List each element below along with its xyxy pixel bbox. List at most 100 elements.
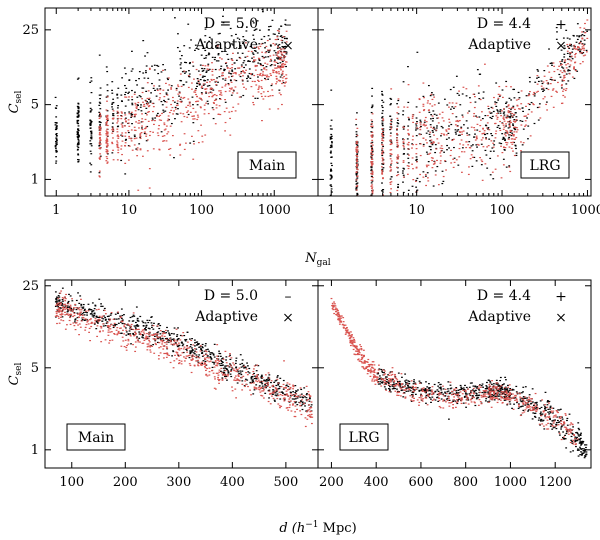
point — [276, 47, 279, 49]
point — [99, 153, 102, 155]
point — [330, 89, 333, 91]
point — [498, 385, 500, 387]
point — [98, 101, 101, 103]
point — [128, 320, 131, 322]
point — [397, 98, 400, 100]
point — [505, 144, 508, 146]
point — [137, 122, 140, 124]
point — [584, 31, 587, 34]
point — [581, 34, 584, 36]
point — [136, 149, 139, 151]
point — [491, 171, 494, 173]
point — [79, 326, 82, 328]
point — [381, 172, 383, 174]
point — [105, 141, 108, 143]
point — [458, 389, 461, 391]
point — [264, 77, 266, 80]
point — [285, 407, 288, 409]
point — [138, 71, 141, 73]
point — [172, 350, 174, 352]
point — [256, 97, 259, 99]
point — [371, 105, 374, 108]
point — [381, 117, 383, 119]
point — [506, 121, 509, 123]
point — [243, 385, 246, 387]
point — [77, 138, 80, 141]
point — [529, 135, 532, 137]
point — [130, 70, 133, 72]
point — [330, 177, 333, 179]
point — [127, 159, 130, 161]
point — [443, 151, 445, 153]
point — [234, 370, 237, 372]
point — [279, 377, 282, 379]
point — [419, 133, 421, 136]
point — [77, 129, 80, 132]
point — [158, 347, 161, 349]
point — [265, 387, 268, 389]
point — [504, 388, 507, 390]
point — [296, 397, 299, 399]
point — [381, 160, 384, 162]
point — [260, 374, 263, 376]
point — [355, 186, 358, 189]
point — [509, 120, 512, 122]
point — [156, 332, 159, 334]
point — [512, 88, 515, 91]
point — [566, 430, 569, 432]
point — [466, 132, 468, 134]
point — [61, 297, 64, 299]
point — [159, 92, 162, 95]
point — [578, 46, 580, 48]
point — [411, 163, 414, 165]
point — [266, 384, 269, 387]
point — [396, 141, 399, 143]
point — [254, 65, 257, 68]
point — [157, 72, 160, 75]
point — [106, 96, 109, 98]
point — [543, 406, 546, 408]
point — [330, 144, 333, 146]
point — [390, 160, 393, 162]
point — [193, 355, 196, 358]
point — [99, 155, 102, 157]
point — [287, 409, 290, 411]
point — [216, 46, 219, 49]
point — [182, 84, 185, 86]
point — [542, 81, 545, 83]
point — [116, 135, 119, 137]
point — [54, 96, 57, 99]
point — [215, 60, 218, 62]
point — [106, 157, 109, 160]
point — [270, 74, 272, 77]
point — [286, 38, 288, 40]
point — [121, 132, 124, 134]
point — [568, 73, 571, 75]
point — [142, 325, 145, 327]
point — [565, 447, 568, 449]
point — [427, 109, 430, 112]
point — [481, 111, 483, 113]
point — [532, 93, 535, 96]
point — [178, 362, 181, 364]
point — [191, 347, 193, 349]
point — [252, 61, 254, 63]
point — [106, 149, 109, 151]
point — [452, 158, 454, 160]
point — [570, 43, 572, 46]
point — [490, 389, 493, 391]
point — [161, 337, 164, 340]
point — [498, 391, 501, 393]
point — [355, 206, 357, 207]
point — [275, 72, 278, 74]
point — [242, 365, 245, 367]
point — [578, 429, 581, 431]
point — [205, 88, 208, 90]
point — [381, 123, 384, 125]
point — [271, 69, 274, 71]
point — [495, 379, 498, 381]
point — [577, 46, 579, 48]
point — [402, 142, 405, 144]
point — [528, 93, 530, 95]
point — [399, 384, 401, 386]
